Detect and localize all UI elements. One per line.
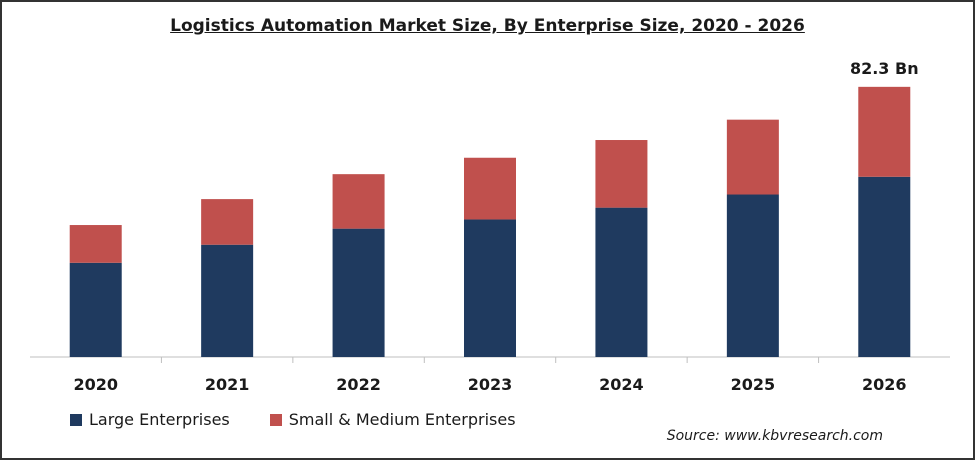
bar-small-medium-enterprises-2020 xyxy=(69,225,122,263)
bar-large-enterprises-2026 xyxy=(858,176,911,357)
chart-legend: Large Enterprises Small & Medium Enterpr… xyxy=(70,410,556,429)
data-label-2026: 82.3 Bn xyxy=(850,59,919,78)
bar-large-enterprises-2022 xyxy=(332,228,385,357)
legend-swatch-small-medium-enterprises xyxy=(269,413,282,426)
bar-small-medium-enterprises-2026 xyxy=(858,86,911,177)
x-tick-label-2023: 2023 xyxy=(468,375,513,394)
x-tick-label-2022: 2022 xyxy=(336,375,381,394)
x-tick-label-2024: 2024 xyxy=(599,375,644,394)
x-tick-label-2021: 2021 xyxy=(205,375,250,394)
bar-large-enterprises-2020 xyxy=(69,262,122,357)
x-tick-label-2020: 2020 xyxy=(73,375,118,394)
legend-item-large-enterprises: Large Enterprises xyxy=(70,410,230,429)
bar-small-medium-enterprises-2021 xyxy=(201,199,254,245)
x-tick-label-2026: 2026 xyxy=(862,375,907,394)
bar-large-enterprises-2023 xyxy=(464,219,516,357)
bar-small-medium-enterprises-2022 xyxy=(332,174,385,229)
legend-label-small-medium-enterprises: Small & Medium Enterprises xyxy=(288,410,516,429)
bar-small-medium-enterprises-2025 xyxy=(726,119,779,195)
source-note: Source: www.kbvresearch.com xyxy=(666,428,883,444)
bar-large-enterprises-2025 xyxy=(726,194,779,357)
bar-small-medium-enterprises-2023 xyxy=(464,157,516,220)
bar-small-medium-enterprises-2024 xyxy=(595,140,648,208)
legend-item-small-medium-enterprises: Small & Medium Enterprises xyxy=(269,410,516,429)
legend-label-large-enterprises: Large Enterprises xyxy=(89,410,230,429)
x-tick-label-2025: 2025 xyxy=(731,375,776,394)
bar-large-enterprises-2021 xyxy=(201,244,254,357)
legend-swatch-large-enterprises xyxy=(70,413,82,426)
bar-large-enterprises-2024 xyxy=(595,207,648,357)
chart-title: Logistics Automation Market Size, By Ent… xyxy=(170,16,805,36)
